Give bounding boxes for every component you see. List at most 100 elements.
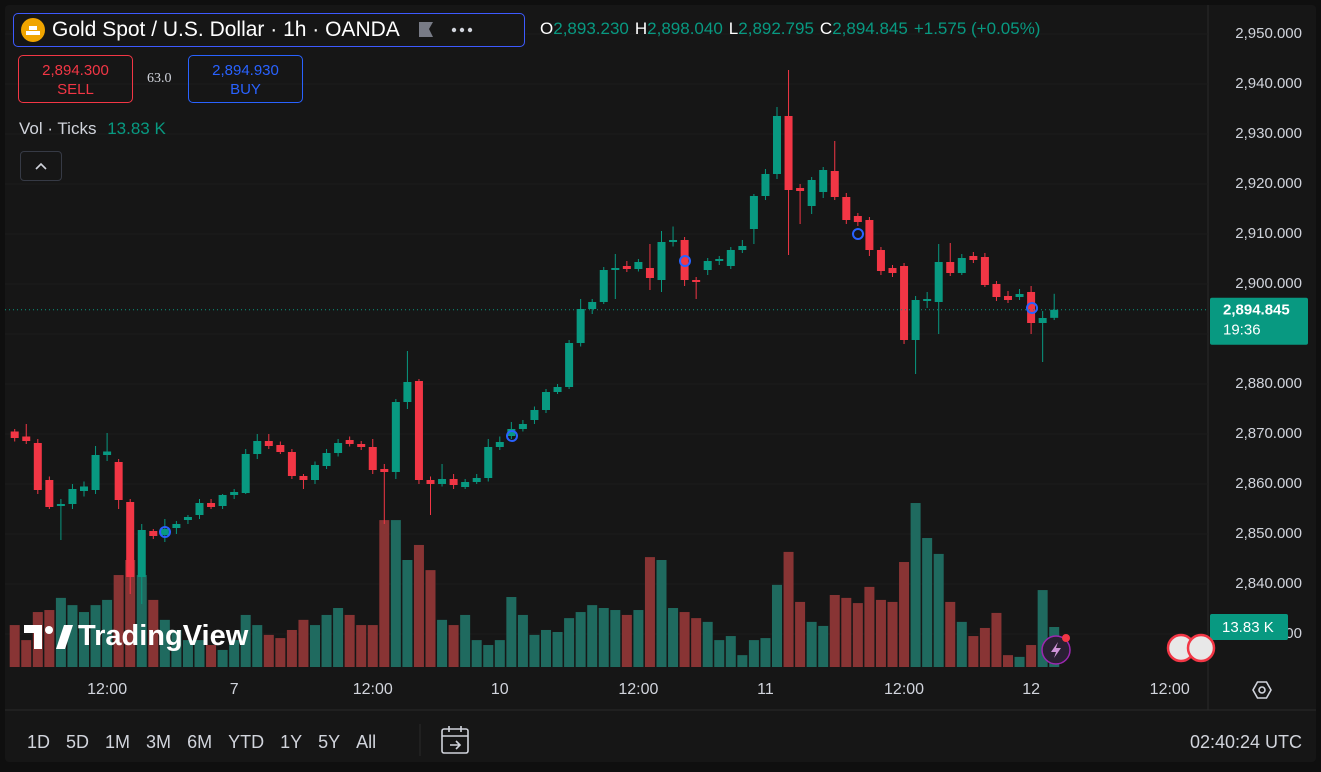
settings-icon[interactable] xyxy=(1252,681,1272,699)
volume-bar xyxy=(679,612,690,667)
ohlc-letter: O xyxy=(540,19,554,38)
volume-bar xyxy=(367,625,378,667)
volume-bar xyxy=(217,649,228,667)
event-marker[interactable] xyxy=(852,228,864,240)
candle-body xyxy=(368,447,377,470)
volume-bar xyxy=(783,551,794,667)
range-button[interactable]: All xyxy=(356,731,377,752)
candle-body xyxy=(207,503,216,507)
countdown-label: 19:36 xyxy=(1223,322,1261,339)
candle-body xyxy=(553,387,562,392)
range-button[interactable]: 5Y xyxy=(318,731,341,752)
volume-bar xyxy=(310,625,320,667)
volume-bar xyxy=(737,655,748,667)
range-button[interactable]: 1D xyxy=(27,731,51,752)
candle-body xyxy=(276,445,285,452)
range-button[interactable]: 1Y xyxy=(280,731,303,752)
last-price-label: 2,894.845 xyxy=(1223,302,1290,319)
y-tick-label: 2,930.000 xyxy=(1235,125,1302,142)
volume-bar xyxy=(102,599,113,667)
range-buttons: 1D 5D 1M 3M 6M YTD 1Y 5Y All xyxy=(27,732,376,753)
volume-bar xyxy=(67,605,78,667)
chevron xyxy=(35,162,47,170)
volume-bar xyxy=(818,625,829,667)
candle-body xyxy=(749,196,758,229)
volume-bar xyxy=(691,618,702,667)
volume-bar xyxy=(968,636,979,667)
volume-bar xyxy=(252,625,263,667)
x-tick-label: 12:00 xyxy=(87,681,127,698)
range-button[interactable]: 3M xyxy=(146,731,172,752)
volume-bar xyxy=(1003,655,1013,667)
range-button[interactable]: 6M xyxy=(187,731,213,752)
calendar-icon[interactable] xyxy=(441,726,469,754)
candle-body xyxy=(1004,296,1012,300)
range-button[interactable]: 5D xyxy=(66,731,90,752)
volume-bar xyxy=(598,608,609,667)
y-tick-label: 2,860.000 xyxy=(1235,475,1302,492)
candle-body xyxy=(357,444,366,447)
volume-bar xyxy=(760,638,771,667)
candle-body xyxy=(703,261,712,270)
candle-body xyxy=(761,174,770,196)
candle-body xyxy=(160,529,169,535)
candle-body xyxy=(91,455,100,490)
volume-bar xyxy=(9,625,20,667)
x-tick-label: 12:00 xyxy=(618,681,658,698)
volume-bar xyxy=(148,599,159,667)
candle-body xyxy=(876,250,885,271)
ohlc-letter: H xyxy=(634,19,648,38)
range-button[interactable]: 1M xyxy=(105,731,131,752)
x-tick-label: 12:00 xyxy=(1150,681,1190,698)
event-marker[interactable] xyxy=(159,526,171,538)
candle-body xyxy=(126,502,135,577)
candle-body xyxy=(726,250,735,266)
candle-body xyxy=(114,462,123,500)
last-price-box xyxy=(1210,297,1308,345)
candle-body xyxy=(414,381,423,480)
volume-bar xyxy=(564,618,575,667)
event-marker[interactable] xyxy=(1026,302,1038,314)
volume-bar xyxy=(748,640,759,667)
toolbar: 1D 5D 1M 3M 6M YTD 1Y 5Y All 02:40:24 UTC xyxy=(0,722,1321,762)
volume-bar xyxy=(229,640,240,667)
buy-button[interactable]: 2,894.930 BUY xyxy=(188,55,303,103)
event-marker[interactable] xyxy=(679,255,691,267)
x-tick-label: 12:00 xyxy=(353,681,393,698)
sell-button[interactable]: 2,894.300 SELL xyxy=(18,55,133,103)
flag-icons[interactable] xyxy=(1166,633,1216,663)
candle-body xyxy=(449,479,458,485)
candle-body xyxy=(1015,294,1024,297)
candle-body xyxy=(842,197,851,220)
candle-body xyxy=(923,299,932,301)
spread: 63.0 xyxy=(147,71,172,86)
candle-body xyxy=(172,524,181,528)
symbol-box[interactable]: Gold Spot / U.S. Dollar · 1h · OANDA xyxy=(13,13,525,47)
clock: 02:40:24 UTC xyxy=(1189,731,1302,752)
volume-bar xyxy=(240,614,251,667)
volume-bar xyxy=(656,559,667,667)
candle-body xyxy=(68,489,77,504)
flag-icon[interactable] xyxy=(416,20,436,40)
collapse-button[interactable] xyxy=(20,151,62,181)
sell-label: SELL xyxy=(57,81,94,98)
volume-bar xyxy=(644,557,655,667)
candle-body xyxy=(957,258,966,273)
candle-body xyxy=(773,116,781,174)
volume-bar xyxy=(171,629,182,667)
range-button[interactable]: YTD xyxy=(228,731,265,752)
watermark-text: TradingView xyxy=(78,620,249,652)
candle-body xyxy=(103,451,112,455)
sell-price: 2,894.300 xyxy=(42,62,109,79)
volume-bar xyxy=(44,610,55,667)
more-icon[interactable] xyxy=(450,20,476,40)
candle-body xyxy=(334,443,343,453)
x-tick-label: 10 xyxy=(491,681,509,698)
y-tick-label: 2,920.000 xyxy=(1235,175,1302,192)
lightning-icon[interactable] xyxy=(1041,634,1071,665)
event-marker[interactable] xyxy=(506,430,518,442)
volume-bar xyxy=(991,612,1002,667)
volume-bar xyxy=(460,614,471,667)
volume-label: 13.83 K xyxy=(1222,619,1274,636)
